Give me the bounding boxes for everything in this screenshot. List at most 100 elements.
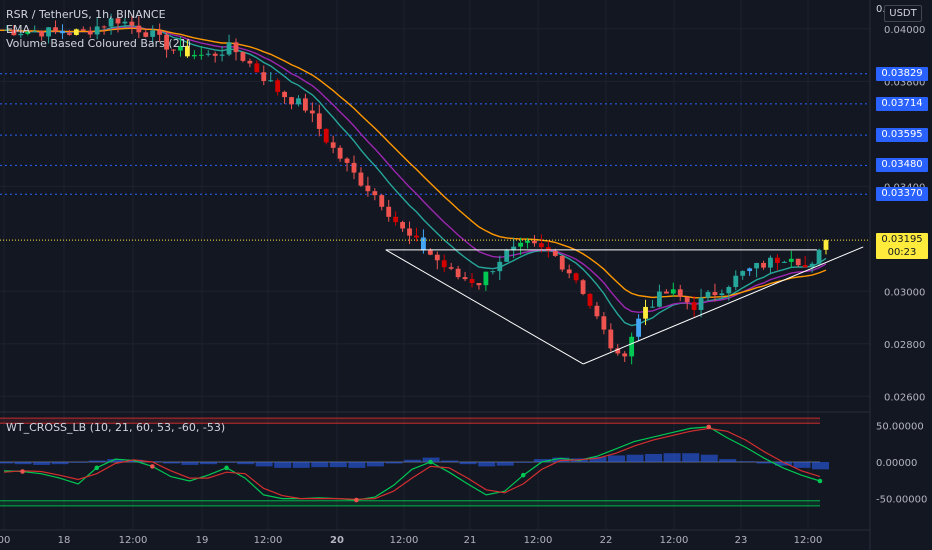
candle-114[interactable] xyxy=(788,250,794,268)
candle-7[interactable] xyxy=(46,27,51,44)
candle-79[interactable] xyxy=(545,240,551,258)
candle-73[interactable] xyxy=(504,248,510,262)
candle-103[interactable] xyxy=(712,283,718,302)
candle-27[interactable] xyxy=(185,39,190,58)
candle-36[interactable] xyxy=(247,58,253,68)
candle-8[interactable] xyxy=(53,20,58,34)
candle-92[interactable] xyxy=(636,314,641,341)
candle-102[interactable] xyxy=(705,289,711,301)
candle-95[interactable] xyxy=(657,284,662,308)
candle-113[interactable] xyxy=(781,260,787,264)
candle-3[interactable] xyxy=(18,31,24,38)
candle-37[interactable] xyxy=(254,60,260,73)
candle-118[interactable] xyxy=(816,248,822,267)
candle-60[interactable] xyxy=(414,227,419,242)
candle-71[interactable] xyxy=(490,270,496,275)
candle-12[interactable] xyxy=(80,26,86,31)
symbol-title[interactable]: RSR / TetherUS, 1h, BINANCE xyxy=(6,8,166,21)
candle-39[interactable] xyxy=(268,72,274,82)
candle-9[interactable] xyxy=(60,24,65,40)
candle-25[interactable] xyxy=(171,49,176,54)
candle-64[interactable] xyxy=(441,254,447,273)
candle-57[interactable] xyxy=(393,211,399,226)
candle-5[interactable] xyxy=(32,25,38,33)
triangle-trendlines[interactable] xyxy=(385,246,864,365)
candle-90[interactable] xyxy=(622,351,628,363)
candle-96[interactable] xyxy=(663,289,669,294)
price-level-tag-0[interactable]: 0.03829 xyxy=(876,66,928,81)
candle-53[interactable] xyxy=(365,176,371,197)
price-level-tag-1[interactable]: 0.03714 xyxy=(876,96,928,111)
candle-97[interactable] xyxy=(670,282,676,297)
candle-17[interactable] xyxy=(115,14,121,33)
candle-69[interactable] xyxy=(476,283,482,290)
time-axis-labels[interactable]: 00 18 12:00 19 12:00 20 12:00 21 12:00 22 12:00 23 1… xyxy=(0,535,822,546)
candle-20[interactable] xyxy=(136,16,142,39)
candle-83[interactable] xyxy=(573,272,579,284)
candle-77[interactable] xyxy=(532,234,537,247)
candle-46[interactable] xyxy=(316,104,322,137)
candle-81[interactable] xyxy=(559,255,565,272)
candle-21[interactable] xyxy=(143,28,149,38)
candle-99[interactable] xyxy=(684,296,690,310)
candle-42[interactable] xyxy=(289,96,294,110)
candle-98[interactable] xyxy=(677,284,683,301)
legend-ema[interactable]: EMA xyxy=(6,23,30,36)
candle-13[interactable] xyxy=(87,26,93,38)
candle-116[interactable] xyxy=(802,256,808,268)
candle-66[interactable] xyxy=(455,265,461,280)
candle-41[interactable] xyxy=(282,90,287,104)
candle-23[interactable] xyxy=(157,23,163,42)
candle-104[interactable] xyxy=(719,289,725,299)
last-price-tag[interactable]: 0.03195 00:23 xyxy=(876,233,928,260)
candle-65[interactable] xyxy=(448,262,454,271)
candle-38[interactable] xyxy=(261,65,267,86)
candle-72[interactable] xyxy=(497,255,503,280)
candle-29[interactable] xyxy=(198,45,204,60)
candle-59[interactable] xyxy=(407,221,412,245)
candle-10[interactable] xyxy=(67,29,72,36)
candle-14[interactable] xyxy=(94,18,100,40)
candle-87[interactable] xyxy=(601,312,607,335)
candle-109[interactable] xyxy=(754,262,759,278)
price-level-tag-3[interactable]: 0.03480 xyxy=(876,158,928,173)
candle-93[interactable] xyxy=(643,299,648,326)
candle-91[interactable] xyxy=(629,332,635,365)
candle-22[interactable] xyxy=(150,25,156,43)
candle-19[interactable] xyxy=(129,14,135,35)
candle-100[interactable] xyxy=(691,295,697,318)
candle-105[interactable] xyxy=(726,285,732,301)
candle-117[interactable] xyxy=(809,261,815,273)
candle-44[interactable] xyxy=(303,93,308,113)
candle-33[interactable] xyxy=(226,34,232,57)
candle-1[interactable] xyxy=(4,25,10,31)
candle-112[interactable] xyxy=(775,254,780,271)
candle-108[interactable] xyxy=(747,267,753,276)
candle-47[interactable] xyxy=(323,128,329,145)
price-level-tag-4[interactable]: 0.03370 xyxy=(876,187,928,202)
candle-30[interactable] xyxy=(205,50,211,57)
candle-28[interactable] xyxy=(191,50,197,60)
candle-56[interactable] xyxy=(386,199,392,222)
candle-11[interactable] xyxy=(73,28,79,36)
candle-88[interactable] xyxy=(608,323,614,352)
candle-94[interactable] xyxy=(650,299,655,308)
candle-16[interactable] xyxy=(108,13,114,35)
candle-74[interactable] xyxy=(511,237,517,259)
candle-58[interactable] xyxy=(400,220,405,232)
candle-75[interactable] xyxy=(518,237,523,256)
candle-51[interactable] xyxy=(351,155,357,180)
candle-26[interactable] xyxy=(178,36,183,57)
candle-18[interactable] xyxy=(122,17,128,29)
candle-50[interactable] xyxy=(344,157,350,172)
candle-48[interactable] xyxy=(330,135,336,154)
candlesticks[interactable] xyxy=(4,13,829,365)
candle-110[interactable] xyxy=(761,260,766,270)
candle-49[interactable] xyxy=(337,145,343,162)
price-level-tag-2[interactable]: 0.03595 xyxy=(876,128,928,143)
candle-70[interactable] xyxy=(483,271,489,291)
candle-32[interactable] xyxy=(219,46,225,62)
candle-63[interactable] xyxy=(434,251,440,270)
candle-76[interactable] xyxy=(525,237,530,249)
